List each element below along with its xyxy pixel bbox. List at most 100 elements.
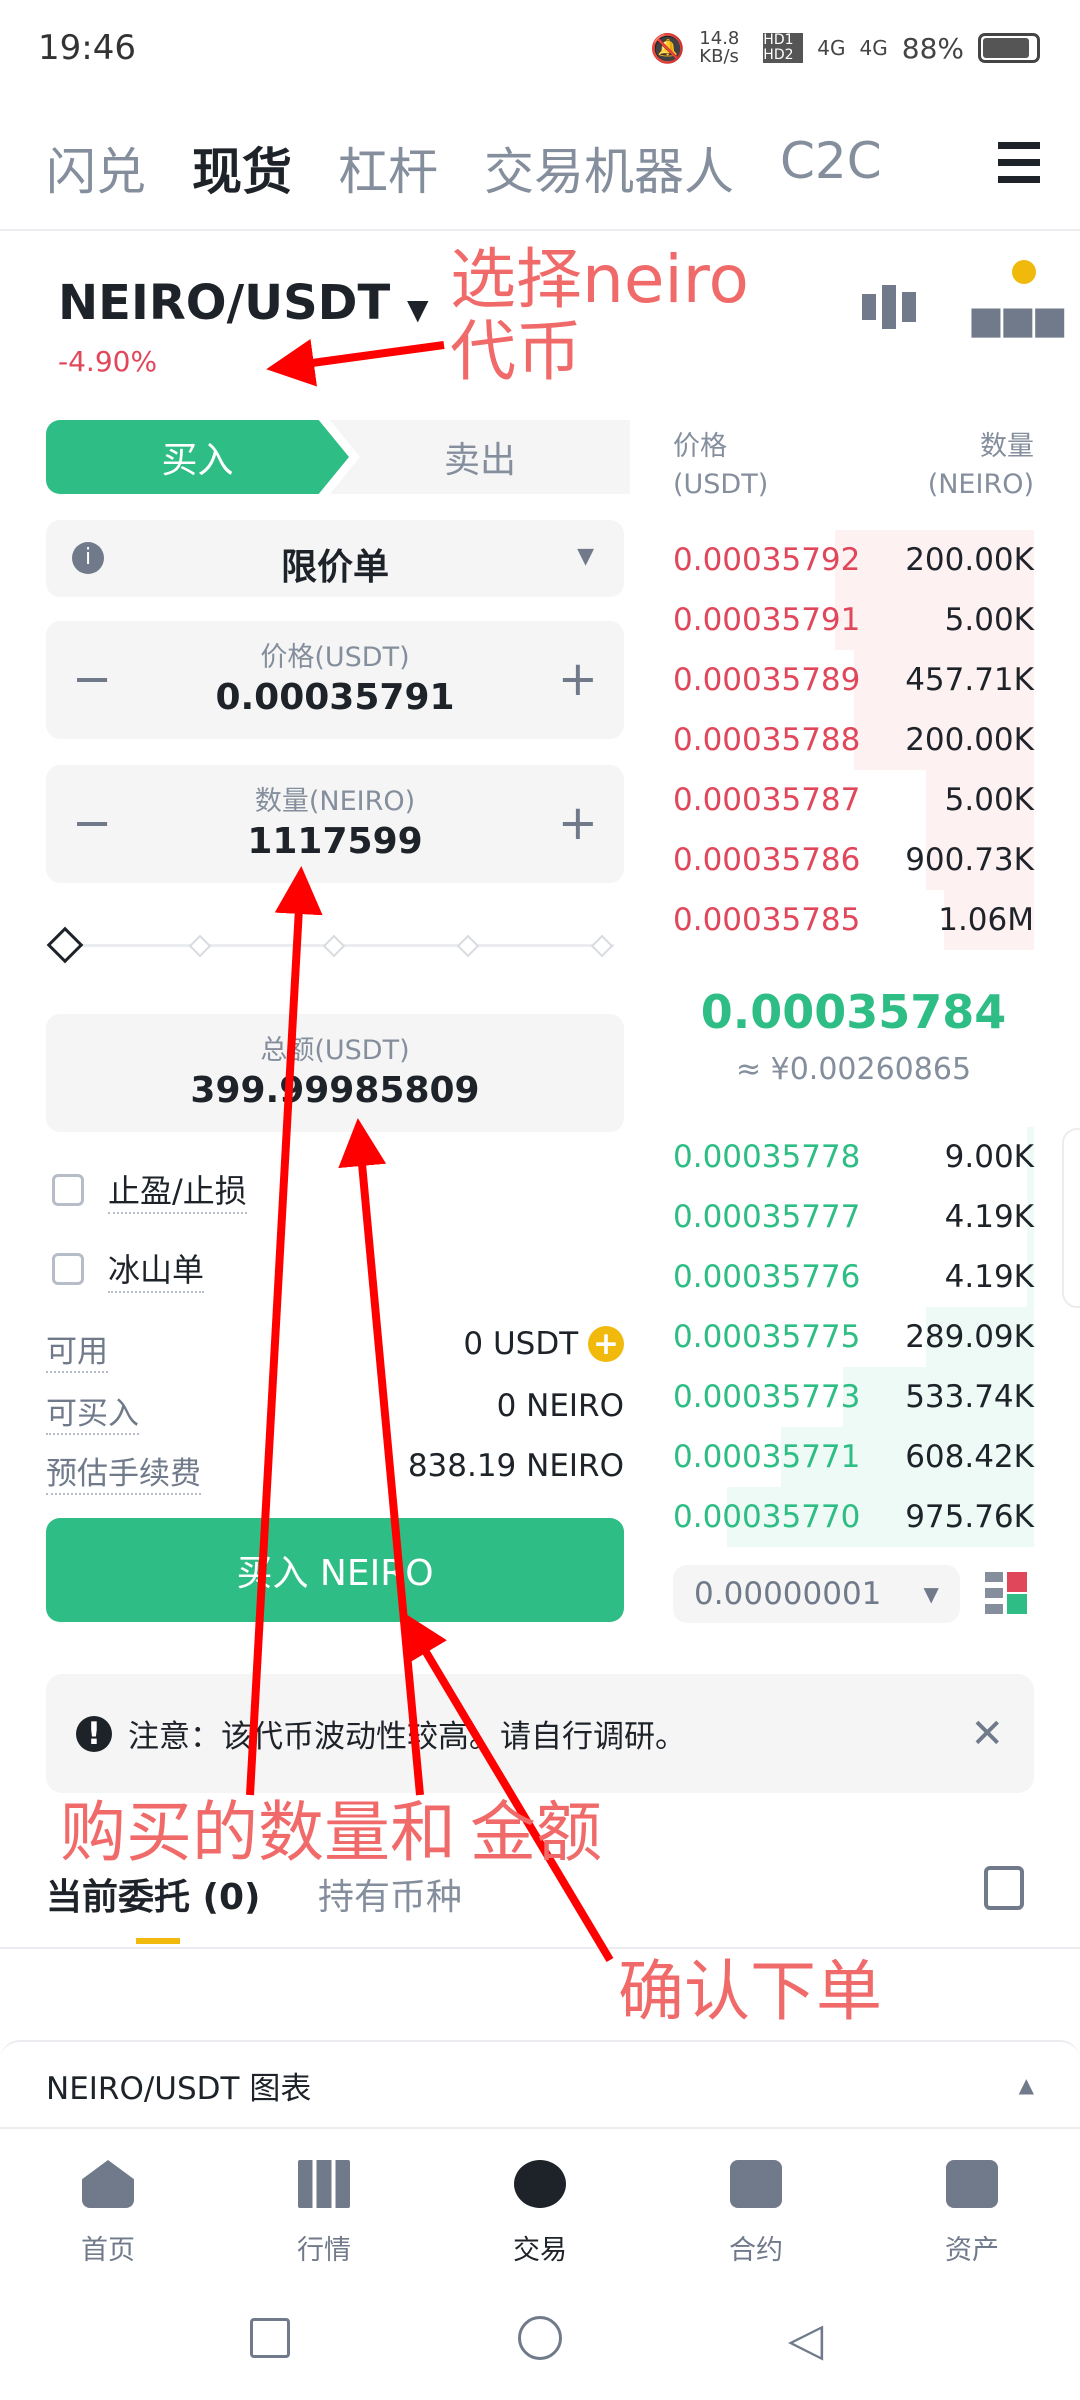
order-price: 0.00035778	[673, 1139, 861, 1175]
futures-icon	[730, 2160, 782, 2208]
order-price: 0.00035791	[673, 602, 861, 638]
orderbook-layout-icon[interactable]	[985, 1572, 1027, 1614]
available-row: 可用 0 USDT +	[46, 1326, 624, 1373]
notice-text: 注意：该代币波动性较高。请自行调研。	[128, 1719, 686, 1755]
net-speed: 14.8 KB/s	[699, 28, 740, 67]
volatility-notice: ! 注意：该代币波动性较高。请自行调研。 ✕	[46, 1674, 1034, 1793]
order-qty: 4.19K	[944, 1259, 1034, 1295]
orderbook-header: 价格 数量 (USDT) (NEIRO)	[673, 428, 1034, 504]
bid-row[interactable]: 0.00035771 608.42K	[673, 1427, 1034, 1487]
price-unit: (USDT)	[673, 469, 769, 500]
quantity-input[interactable]: 1117599	[247, 821, 423, 862]
nav-label: 合约	[729, 2235, 783, 2266]
tab-margin[interactable]: 杠杆	[338, 143, 438, 201]
nav-home[interactable]: 首页	[0, 2160, 216, 2267]
price-header: 价格	[673, 431, 727, 462]
total-input[interactable]: 399.99985809	[190, 1070, 480, 1111]
bid-row[interactable]: 0.00035775 289.09K	[673, 1307, 1034, 1367]
ask-row[interactable]: 0.00035792 200.00K	[673, 530, 1034, 590]
minus-icon[interactable]: −	[72, 795, 113, 851]
buy-tab[interactable]: 买入	[46, 420, 349, 494]
order-qty: 5.00K	[944, 602, 1034, 638]
plus-icon[interactable]: +	[557, 795, 598, 851]
tab-spot[interactable]: 现货	[192, 143, 292, 201]
quantity-field[interactable]: 数量(NEIRO) 1117599 − +	[46, 765, 624, 883]
nav-label: 行情	[297, 2235, 351, 2266]
back-button[interactable]: ◁	[788, 2312, 824, 2366]
tick-size-value: 0.00000001	[694, 1576, 882, 1612]
available-label: 可用	[46, 1326, 108, 1373]
can-buy-value: 0 NEIRO	[496, 1388, 624, 1424]
total-field[interactable]: 总额(USDT) 399.99985809	[46, 1014, 624, 1132]
price-field[interactable]: 价格(USDT) 0.00035791 − +	[46, 621, 624, 739]
chart-bar[interactable]: NEIRO/USDT 图表 ▲	[0, 2040, 1080, 2128]
tab-open-orders[interactable]: 当前委托 (0)	[46, 1877, 261, 1918]
pair-selector[interactable]: NEIRO/USDT ▼	[58, 275, 429, 331]
order-price: 0.00035777	[673, 1199, 861, 1235]
sell-tab[interactable]: 卖出	[330, 420, 630, 494]
iceberg-label: 冰山单	[108, 1245, 205, 1293]
status-icons: 🔕 14.8 KB/s HD1 HD2 4G 4G 88%	[650, 30, 1040, 66]
floating-handle[interactable]	[1062, 1128, 1080, 1308]
bid-row[interactable]: 0.00035778 9.00K	[673, 1127, 1034, 1187]
tick-size-select[interactable]: 0.00000001 ▼	[673, 1565, 960, 1623]
ask-row[interactable]: 0.00035789 457.71K	[673, 650, 1034, 710]
ask-row[interactable]: 0.00035785 1.06M	[673, 890, 1034, 950]
caret-down-icon: ▼	[923, 1582, 939, 1606]
caret-down-icon: ▼	[406, 293, 429, 326]
order-price: 0.00035788	[673, 722, 861, 758]
bid-row[interactable]: 0.00035770 975.76K	[673, 1487, 1034, 1547]
ask-row[interactable]: 0.00035788 200.00K	[673, 710, 1034, 770]
order-history-icon[interactable]	[984, 1866, 1024, 1910]
order-price: 0.00035775	[673, 1319, 861, 1355]
iceberg-checkbox[interactable]: 冰山单	[52, 1245, 205, 1293]
fee-row: 预估手续费 838.19 NEIRO	[46, 1448, 624, 1495]
bid-row[interactable]: 0.00035776 4.19K	[673, 1247, 1034, 1307]
nav-markets[interactable]: 行情	[216, 2160, 432, 2267]
home-button[interactable]	[518, 2316, 562, 2360]
candlestick-icon[interactable]	[862, 285, 916, 329]
order-qty: 457.71K	[905, 662, 1034, 698]
order-price: 0.00035770	[673, 1499, 861, 1535]
can-buy-row: 可买入 0 NEIRO	[46, 1388, 624, 1435]
bid-row[interactable]: 0.00035777 4.19K	[673, 1187, 1034, 1247]
ask-row[interactable]: 0.00035791 5.00K	[673, 590, 1034, 650]
tab-c2c[interactable]: C2C	[780, 132, 882, 190]
tab-bots[interactable]: 交易机器人	[484, 143, 734, 201]
more-icon[interactable]: ■■■	[968, 298, 1068, 342]
tp-sl-checkbox[interactable]: 止盈/止损	[52, 1166, 247, 1214]
close-icon[interactable]: ✕	[970, 1710, 1004, 1757]
nav-futures[interactable]: 合约	[648, 2160, 864, 2267]
nav-trade[interactable]: 交易	[432, 2160, 648, 2267]
add-funds-icon[interactable]: +	[588, 1326, 624, 1362]
notification-dot	[1012, 260, 1036, 284]
ask-row[interactable]: 0.00035786 900.73K	[673, 830, 1034, 890]
ask-row[interactable]: 0.00035787 5.00K	[673, 770, 1034, 830]
top-tabs: 闪兑 现货 杠杆 交易机器人 C2C	[46, 132, 882, 204]
order-type-value: 限价单	[280, 547, 389, 588]
order-qty: 5.00K	[944, 782, 1034, 818]
price-input[interactable]: 0.00035791	[215, 677, 455, 718]
plus-icon[interactable]: +	[557, 651, 598, 707]
price-label: 价格(USDT)	[260, 642, 410, 673]
menu-icon[interactable]	[998, 142, 1040, 193]
mute-icon: 🔕	[650, 31, 686, 65]
arrow	[338, 1118, 424, 1796]
amount-slider[interactable]	[46, 926, 614, 964]
order-type-select[interactable]: i 限价单 ▼	[46, 520, 624, 597]
annotation-qty-amount: 金额	[470, 1794, 602, 1871]
bid-row[interactable]: 0.00035773 533.74K	[673, 1367, 1034, 1427]
info-icon: i	[72, 542, 104, 574]
order-price: 0.00035771	[673, 1439, 861, 1475]
minus-icon[interactable]: −	[72, 651, 113, 707]
checkbox[interactable]	[52, 1253, 84, 1285]
tab-flash[interactable]: 闪兑	[46, 143, 146, 201]
recents-button[interactable]	[250, 2318, 290, 2358]
checkbox[interactable]	[52, 1174, 84, 1206]
tab-holdings[interactable]: 持有币种	[318, 1877, 463, 1918]
available-value: 0 USDT	[463, 1326, 579, 1362]
order-qty: 1.06M	[938, 902, 1034, 938]
order-qty: 4.19K	[944, 1199, 1034, 1235]
nav-assets[interactable]: 资产	[864, 2160, 1080, 2267]
